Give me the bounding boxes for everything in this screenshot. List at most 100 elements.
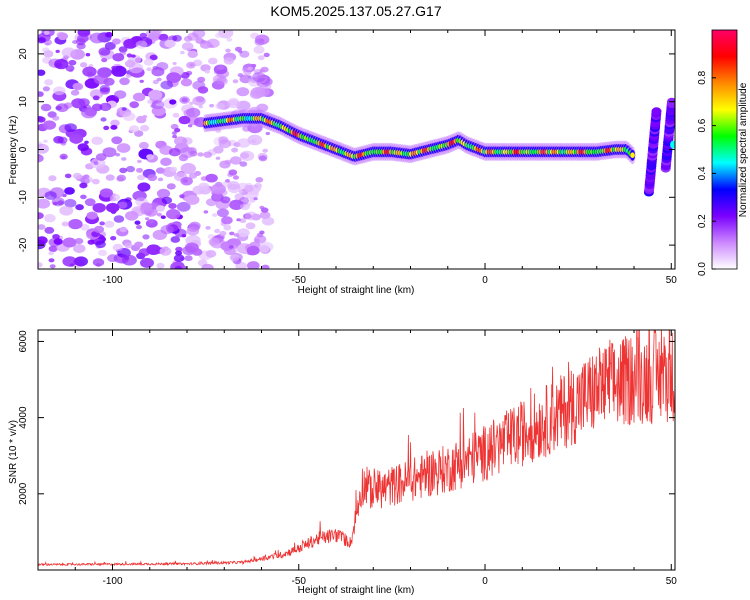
colorbar-tick-label: 0.8	[697, 70, 708, 84]
heatmap-speckle	[262, 148, 269, 153]
heatmap-speckle	[251, 135, 262, 143]
heatmap-speckle	[93, 161, 99, 166]
heatmap-speckle	[225, 48, 231, 53]
heatmap-speckle	[137, 159, 142, 163]
heatmap-speckle	[251, 63, 257, 68]
heatmap-speckle	[219, 230, 227, 237]
heatmap-speckle	[175, 246, 183, 252]
heatmap-speckle	[170, 236, 181, 243]
heatmap-speckle	[263, 52, 270, 58]
heatmap-speckle	[189, 101, 194, 105]
heatmap-speckle	[85, 53, 91, 57]
heatmap-speckle	[192, 80, 206, 90]
heatmap-speckle	[229, 254, 240, 262]
heatmap-speckle	[212, 213, 218, 217]
heatmap-speckle	[53, 238, 63, 245]
heatmap-speckle	[187, 124, 193, 128]
y-tick-label: 20	[18, 48, 29, 60]
heatmap-speckle	[180, 176, 193, 186]
x-tick-label: 0	[482, 576, 488, 587]
snr-ticks: -100 -50 0 50 2000 4000 6000	[18, 330, 677, 587]
heatmap-speckle	[103, 125, 110, 131]
heatmap-speckle	[184, 242, 199, 253]
heatmap-speckle	[147, 99, 153, 104]
heatmap-speckle	[156, 77, 162, 82]
heatmap-speckle	[137, 182, 151, 192]
heatmap-speckle	[129, 101, 139, 109]
heatmap-speckle	[104, 42, 116, 50]
heatmap-speckle	[140, 257, 154, 268]
heatmap-speckle	[57, 32, 69, 41]
heatmap-speckle	[172, 112, 180, 118]
heatmap-speckle	[228, 245, 234, 249]
heatmap-speckle	[238, 190, 243, 194]
heatmap-speckle	[81, 107, 97, 119]
heatmap-speckle	[71, 98, 86, 109]
heatmap-speckle	[148, 89, 163, 100]
heatmap-speckle	[105, 174, 115, 181]
heatmap-speckle	[198, 182, 210, 191]
heatmap-speckle	[250, 129, 257, 134]
heatmap-speckle	[93, 74, 109, 85]
heatmap-speckle	[226, 37, 233, 42]
heatmap-speckle	[265, 131, 270, 136]
heatmap-speckle	[260, 66, 269, 73]
heatmap-cells	[38, 30, 675, 269]
heatmap-speckle	[156, 188, 171, 199]
heatmap-speckle	[119, 77, 130, 86]
heatmap-speckle	[227, 172, 234, 177]
heatmap-speckle	[261, 216, 275, 226]
heatmap-speckle	[91, 136, 104, 145]
heatmap-speckle	[125, 211, 139, 221]
heatmap-speckle	[180, 163, 196, 174]
heatmap-speckle	[84, 140, 89, 144]
heatmap-speckle	[57, 136, 68, 144]
heatmap-speckle	[216, 208, 229, 218]
heatmap-speckle	[61, 47, 76, 58]
heatmap-speckle	[140, 202, 153, 211]
heatmap-speckle	[110, 119, 120, 127]
heatmap-speckle	[249, 198, 256, 203]
heatmap-speckle	[93, 225, 105, 233]
heatmap-speckle	[124, 242, 133, 249]
heatmap-speckle	[240, 203, 250, 211]
heatmap-speckle	[210, 183, 226, 195]
heatmap-speckle	[38, 154, 44, 163]
heatmap-speckle	[208, 57, 218, 65]
figure-title: KOM5.2025.137.05.27.G17	[270, 3, 441, 19]
heatmap-speckle	[255, 187, 262, 191]
heatmap-speckle	[111, 66, 117, 70]
heatmap-speckle	[126, 53, 133, 58]
heatmap-speckle	[55, 49, 60, 54]
heatmap-speckle	[139, 79, 144, 83]
heatmap-speckle	[204, 69, 211, 74]
heatmap-speckle	[245, 222, 256, 230]
heatmap-speckle	[99, 102, 112, 112]
heatmap-speckle	[95, 153, 107, 161]
y-tick-label: -20	[18, 237, 29, 252]
heatmap-speckle	[132, 92, 146, 102]
heatmap-speckle	[42, 120, 57, 130]
x-tick-label: -100	[102, 576, 122, 587]
heatmap-speckle	[233, 233, 240, 237]
heatmap-speckle	[188, 221, 201, 230]
heatmap-speckle	[136, 167, 143, 173]
heatmap-speckle	[110, 236, 117, 241]
heatmap-speckle	[112, 53, 125, 62]
heatmap-speckle	[208, 238, 220, 246]
y-tick-label: 0	[18, 146, 29, 152]
heatmap-speckle	[38, 262, 43, 268]
heatmap-speckle	[112, 243, 124, 252]
heatmap-speckle	[42, 86, 51, 92]
heatmap-speckle	[156, 205, 165, 212]
heatmap-speckle	[104, 220, 115, 228]
y-tick-label: 10	[18, 96, 29, 108]
heatmap-speckle	[258, 155, 268, 162]
heatmap-speckle	[156, 262, 165, 269]
colorbar-bar	[711, 29, 738, 270]
heatmap-speckle	[236, 218, 241, 222]
heatmap-speckle	[253, 197, 258, 201]
spectrogram-x-label: Height of straight line (km)	[298, 285, 415, 296]
heatmap-speckle	[216, 77, 228, 86]
heatmap-speckle	[135, 40, 148, 49]
